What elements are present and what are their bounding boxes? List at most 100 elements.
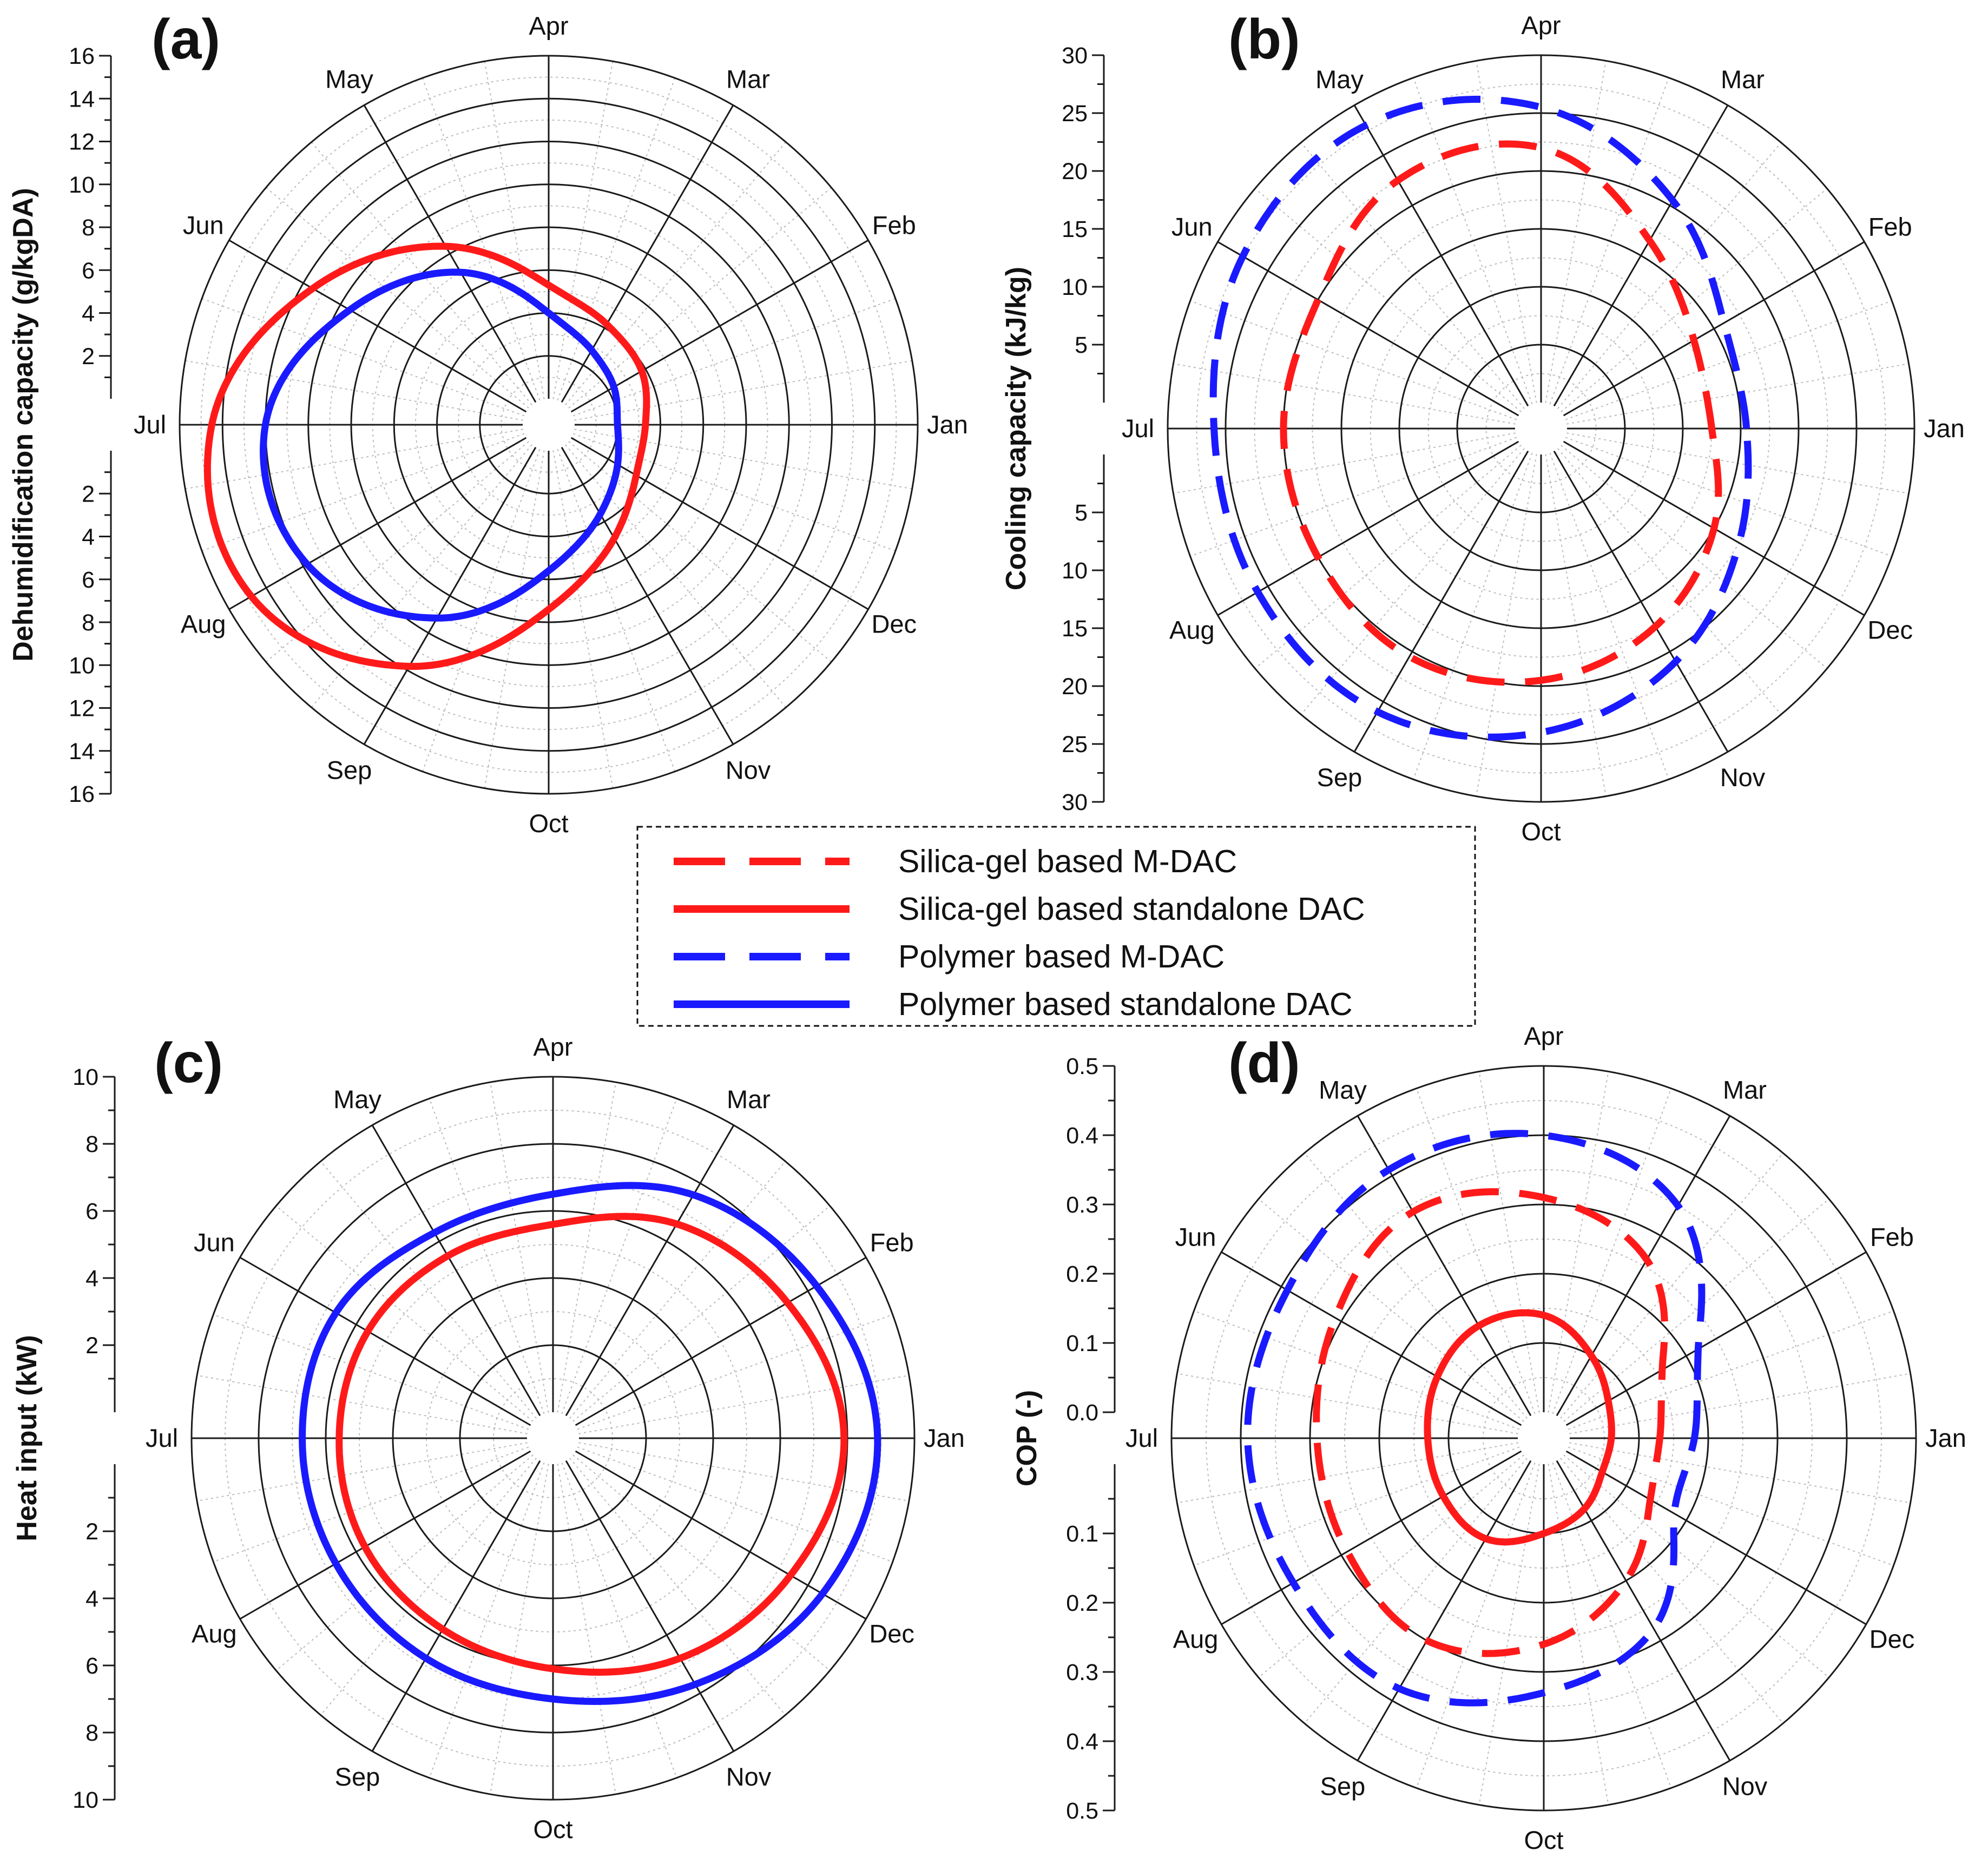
tick-label-lower: 5: [1075, 500, 1088, 526]
month-label-mar: Mar: [727, 1085, 771, 1114]
month-label-jan: Jan: [1924, 414, 1965, 443]
month-label-oct: Oct: [529, 809, 568, 838]
month-spoke-mar: [561, 104, 734, 403]
minor-grid-spoke: [1548, 1071, 1609, 1413]
tick-label-lower: 8: [82, 610, 95, 636]
minor-grid-spoke: [577, 1314, 893, 1430]
tick-label-upper: 5: [1075, 332, 1088, 358]
month-label-dec: Dec: [1867, 616, 1913, 644]
tick-label-upper: 0.5: [1066, 1053, 1098, 1079]
minor-grid-spoke: [196, 1442, 528, 1502]
month-label-oct: Oct: [1521, 817, 1561, 846]
minor-grid-spoke: [1478, 1071, 1540, 1413]
month-spoke-feb: [570, 239, 869, 413]
series-line-silica-gel-based-m-dac: [1280, 140, 1722, 686]
minor-grid-spoke: [1569, 1373, 1911, 1434]
panel-d: Jan Feb Mar Apr May Jun Jul Aug Sep Oct Nov Dec 0.0 0…: [1011, 1022, 1966, 1854]
tick-label-lower: 0.4: [1066, 1729, 1098, 1755]
minor-grid-spoke: [1416, 1088, 1536, 1414]
minor-grid-spoke: [1568, 1446, 1894, 1566]
month-label-nov: Nov: [1722, 1772, 1768, 1800]
tick-label-upper: 10: [73, 1064, 98, 1090]
minor-grid-spoke: [490, 1464, 549, 1795]
minor-grid-spoke: [275, 1454, 534, 1671]
panel-label: (b): [1228, 8, 1300, 71]
panel-a: Jan Feb Mar Apr May Jun Jul Aug Sep Oct Nov Dec 2 4 6 8…: [8, 8, 968, 838]
month-label-jan: Jan: [924, 1424, 965, 1452]
tick-label-lower: 2: [85, 1519, 98, 1545]
tick-label-lower: 14: [69, 739, 95, 765]
minor-grid-spoke: [569, 1458, 786, 1716]
tick-label-upper: 0.2: [1066, 1261, 1098, 1287]
minor-grid-spoke: [557, 1464, 616, 1795]
legend-label-2: Polymer based M-DAC: [898, 939, 1225, 974]
tick-label-upper: 12: [69, 129, 95, 155]
month-label-apr: Apr: [1521, 11, 1561, 39]
tick-label-upper: 8: [82, 215, 95, 241]
tick-label-upper: 0.4: [1066, 1123, 1098, 1149]
month-spoke-may: [371, 1124, 541, 1417]
month-spoke-sep: [363, 446, 537, 745]
month-spoke-dec: [575, 1450, 867, 1620]
month-label-jul: Jul: [146, 1424, 178, 1452]
minor-grid-spoke: [1194, 1446, 1520, 1566]
minor-grid-spoke: [1177, 1442, 1518, 1504]
tick-label-upper: 14: [69, 86, 95, 112]
minor-grid-spoke: [1563, 1454, 1829, 1678]
minor-grid-spoke: [1416, 1462, 1536, 1788]
series-line-polymer-based-m-dac: [1244, 1130, 1706, 1707]
month-label-sep: Sep: [335, 1762, 380, 1791]
tick-label-upper: 0.3: [1066, 1192, 1098, 1218]
month-label-dec: Dec: [1869, 1625, 1915, 1654]
tick-label-upper: 20: [1062, 159, 1088, 185]
tick-label-lower: 4: [82, 524, 95, 550]
month-label-oct: Oct: [1524, 1826, 1563, 1854]
tick-label-lower: 25: [1062, 732, 1088, 758]
tick-label-lower: 0.3: [1066, 1660, 1098, 1685]
month-spoke-sep: [1357, 1460, 1532, 1761]
month-spoke-aug: [1221, 1450, 1522, 1625]
series-line-silica-gel-based-standalone-dac: [335, 1213, 848, 1676]
month-label-mar: Mar: [726, 65, 770, 94]
month-label-aug: Aug: [181, 610, 226, 638]
minor-grid-spoke: [1258, 1198, 1524, 1422]
minor-grid-spoke: [275, 1205, 534, 1422]
minor-grid-spoke: [572, 1205, 831, 1422]
minor-grid-spoke: [490, 1082, 549, 1413]
minor-grid-spoke: [1548, 1464, 1609, 1805]
month-label-sep: Sep: [1317, 763, 1362, 792]
center-hole: [524, 400, 574, 450]
minor-grid-spoke: [1258, 1454, 1524, 1678]
month-label-apr: Apr: [529, 11, 568, 40]
month-label-dec: Dec: [871, 610, 917, 638]
minor-grid-spoke: [1563, 1198, 1829, 1422]
month-label-aug: Aug: [1169, 616, 1215, 644]
tick-label-lower: 0.5: [1066, 1798, 1098, 1824]
minor-grid-spoke: [577, 1446, 893, 1563]
tick-label-upper: 0.1: [1066, 1331, 1098, 1356]
month-spoke-nov: [561, 446, 734, 745]
tick-label-upper: 4: [85, 1266, 98, 1292]
series-line-silica-gel-based-standalone-dac: [1424, 1309, 1615, 1546]
month-label-sep: Sep: [327, 755, 372, 784]
minor-grid-spoke: [1304, 1153, 1528, 1419]
month-label-sep: Sep: [1320, 1772, 1366, 1800]
month-label-mar: Mar: [1723, 1076, 1767, 1104]
month-label-feb: Feb: [1868, 213, 1912, 241]
month-spoke-may: [1353, 104, 1529, 407]
tick-label-lower: 10: [73, 1787, 98, 1813]
axis-title: Dehumidification capacity (g/kgDA): [8, 188, 39, 661]
minor-grid-spoke: [429, 1098, 545, 1414]
tick-label-lower: 10: [1062, 558, 1088, 584]
legend: Silica-gel based M-DAC Silica-gel based s…: [636, 826, 1476, 1027]
tick-label-upper: 6: [82, 258, 95, 284]
tick-label-lower: 6: [85, 1653, 98, 1679]
tick-label-lower: 2: [82, 481, 95, 507]
month-label-jun: Jun: [1171, 213, 1213, 241]
panel-label: (c): [154, 1032, 223, 1095]
tick-label-lower: 10: [69, 653, 95, 679]
month-label-may: May: [333, 1085, 381, 1114]
tick-label-lower: 15: [1062, 616, 1088, 642]
month-label-jan: Jan: [927, 410, 968, 439]
legend-label-3: Polymer based standalone DAC: [898, 986, 1353, 1022]
